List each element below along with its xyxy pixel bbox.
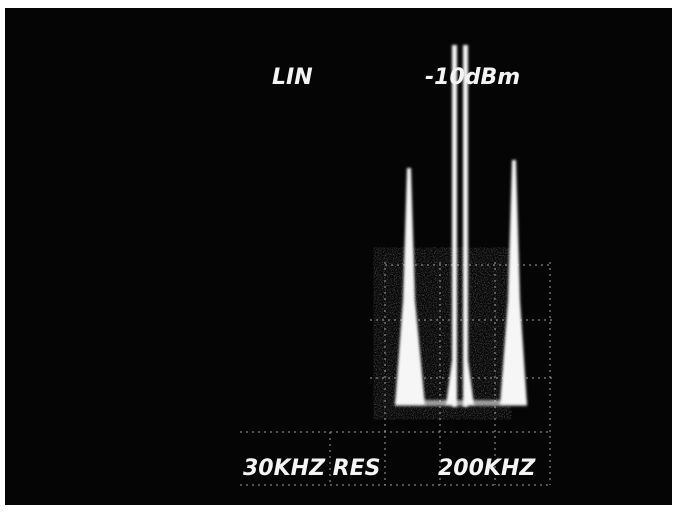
mode-label: LIN bbox=[272, 65, 313, 90]
reference-level-label: -10dBm bbox=[425, 65, 520, 90]
span-label: 200KHZ bbox=[438, 456, 536, 481]
spectrum-trace bbox=[395, 45, 527, 407]
resolution-label: 30KHZ RES bbox=[243, 456, 381, 481]
screen bbox=[5, 8, 672, 505]
